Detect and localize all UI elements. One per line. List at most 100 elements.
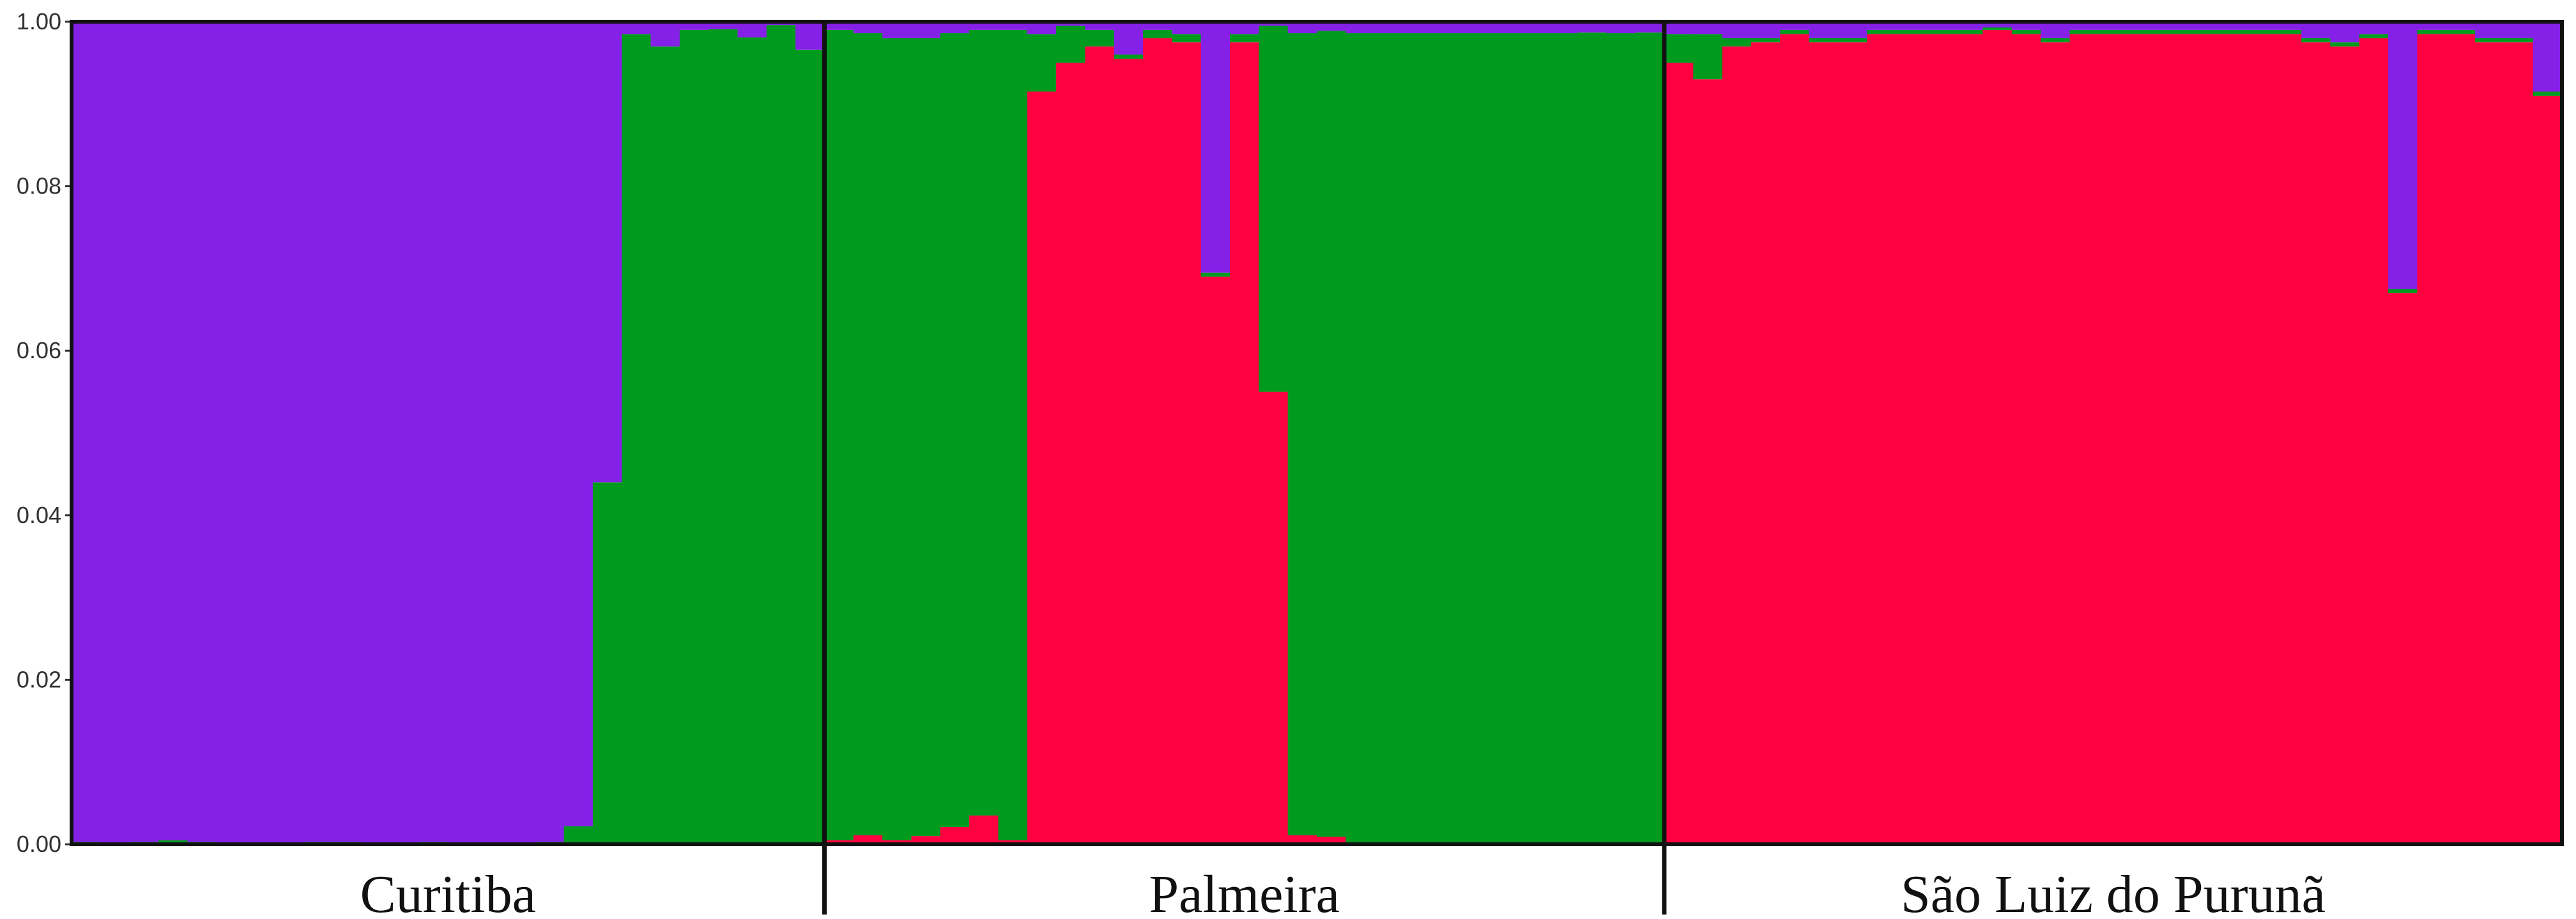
bar-segment-purple-66 <box>1982 22 2012 28</box>
bar-segment-green-56 <box>1693 34 1723 80</box>
bar-segment-red-74 <box>2214 34 2244 845</box>
bar-segment-green-24 <box>766 25 796 844</box>
group-labels: Curitiba Palmeira São Luiz do Purunã <box>360 865 2326 919</box>
bar-segment-purple-63 <box>1896 22 1926 30</box>
bar-segment-red-34 <box>1056 63 1086 844</box>
bar-segment-purple-47 <box>1432 22 1462 34</box>
bar-segment-purple-75 <box>2243 22 2273 30</box>
bar-segment-purple-74 <box>2214 22 2244 30</box>
bar-segment-red-73 <box>2185 34 2215 845</box>
bar-segment-green-17 <box>564 826 594 843</box>
bar-segment-red-37 <box>1143 38 1173 844</box>
bar-segment-green-70 <box>2098 29 2128 34</box>
bar-segment-green-59 <box>1780 29 1810 34</box>
bar-segment-red-42 <box>1287 835 1317 844</box>
bar-segment-red-68 <box>2041 42 2071 845</box>
bar-segment-purple-50 <box>1519 22 1549 34</box>
y-tick-label: 1.00 <box>17 8 61 34</box>
bar-segment-green-20 <box>650 46 680 844</box>
bar-segment-purple-70 <box>2098 22 2128 30</box>
bar-segment-red-77 <box>2301 42 2331 845</box>
bar-segment-purple-14 <box>477 22 507 843</box>
bar-segment-purple-72 <box>2156 22 2186 30</box>
bar-segment-green-37 <box>1143 29 1173 38</box>
bar-segment-green-65 <box>1954 29 1984 34</box>
bar-segment-purple-2 <box>129 22 159 842</box>
bar-segment-green-47 <box>1432 33 1462 844</box>
bar-segment-purple-61 <box>1837 22 1867 38</box>
bar-segment-red-78 <box>2330 46 2360 844</box>
bar-segment-purple-27 <box>853 22 883 34</box>
bar-segment-green-74 <box>2214 29 2244 34</box>
bar-segment-purple-76 <box>2272 22 2302 30</box>
bar-segment-green-78 <box>2330 42 2360 47</box>
bar-segment-purple-28 <box>882 22 912 38</box>
y-axis: 0.00 0.02 0.04 0.06 0.08 1.00 <box>17 8 72 857</box>
bar-segment-red-31 <box>969 815 999 844</box>
bar-segment-green-82 <box>2446 29 2476 34</box>
bar-segment-green-33 <box>1027 34 1057 92</box>
bar-segment-red-82 <box>2446 34 2476 845</box>
bar-segment-green-61 <box>1837 38 1867 43</box>
bar-segment-purple-30 <box>940 22 970 34</box>
bar-segment-red-84 <box>2504 42 2534 845</box>
bar-segment-purple-7 <box>274 22 304 843</box>
bar-segment-green-51 <box>1548 33 1578 844</box>
bar-segment-red-79 <box>2359 38 2389 844</box>
bar-segment-green-79 <box>2359 34 2389 38</box>
bar-segment-red-39 <box>1200 277 1230 844</box>
bar-segment-green-54 <box>1635 32 1665 843</box>
bar-segment-purple-39 <box>1200 22 1230 273</box>
bar-segment-red-30 <box>940 826 970 844</box>
bar-segment-green-28 <box>882 38 912 840</box>
bar-segment-red-36 <box>1114 58 1144 845</box>
bar-segment-purple-41 <box>1259 22 1289 26</box>
bar-segment-purple-35 <box>1085 22 1115 30</box>
bar-segment-purple-58 <box>1751 22 1781 38</box>
bar-segment-red-61 <box>1837 42 1867 845</box>
bar-segment-purple-1 <box>100 22 130 843</box>
bar-segment-red-66 <box>1982 29 2012 844</box>
bar-segment-green-22 <box>709 29 739 844</box>
bar-segment-green-48 <box>1461 33 1491 844</box>
y-tick-label: 0.06 <box>17 337 61 363</box>
bar-segment-purple-73 <box>2185 22 2215 30</box>
bar-segment-green-34 <box>1056 26 1086 63</box>
bar-segment-purple-22 <box>709 22 739 29</box>
bar-segment-green-31 <box>969 29 999 816</box>
bar-segment-red-28 <box>882 840 912 844</box>
bar-segment-green-32 <box>998 29 1028 840</box>
bar-segment-green-46 <box>1403 33 1434 844</box>
bar-segment-green-39 <box>1200 272 1230 277</box>
bar-segment-purple-85 <box>2533 22 2563 92</box>
bar-segment-purple-46 <box>1403 22 1434 34</box>
bar-segment-purple-79 <box>2359 22 2389 34</box>
bar-segment-green-38 <box>1172 34 1202 43</box>
bar-segment-red-40 <box>1230 42 1260 845</box>
bar-segment-green-76 <box>2272 29 2302 34</box>
bar-segment-red-26 <box>824 840 854 844</box>
bar-segment-green-49 <box>1490 33 1521 844</box>
bar-segment-red-71 <box>2128 34 2158 845</box>
bar-segment-green-58 <box>1751 38 1781 43</box>
bar-segment-purple-21 <box>679 22 709 30</box>
bar-segment-purple-77 <box>2301 22 2331 38</box>
bar-segment-green-30 <box>940 33 970 827</box>
bar-segment-purple-82 <box>2446 22 2476 30</box>
bar-segment-purple-42 <box>1287 22 1317 34</box>
bar-segment-green-71 <box>2128 29 2158 34</box>
bar-segment-purple-32 <box>998 22 1028 30</box>
bar-segment-green-81 <box>2417 29 2447 34</box>
bar-segment-red-72 <box>2156 34 2186 845</box>
bar-segment-green-55 <box>1664 34 1694 63</box>
bar-segment-purple-71 <box>2128 22 2158 30</box>
bar-segment-purple-11 <box>390 22 420 843</box>
bar-segment-red-70 <box>2098 34 2128 845</box>
bar-segment-purple-68 <box>2041 22 2071 38</box>
bar-segment-green-72 <box>2156 29 2186 34</box>
bar-segment-red-58 <box>1751 42 1781 845</box>
bar-segment-red-65 <box>1954 34 1984 845</box>
y-tick-label: 0.04 <box>17 502 61 528</box>
y-tick-label: 0.08 <box>17 173 61 199</box>
bar-segment-green-80 <box>2388 289 2418 294</box>
